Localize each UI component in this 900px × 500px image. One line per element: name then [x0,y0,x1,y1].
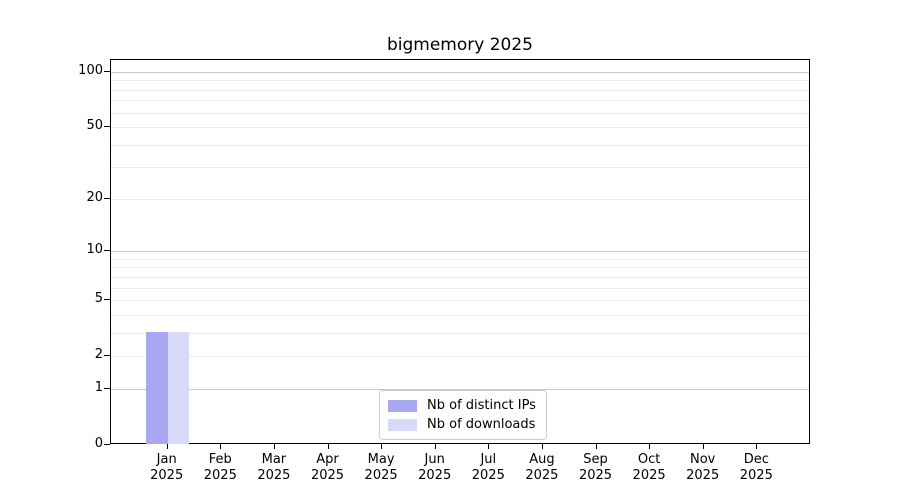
x-tick-label-dec: Dec 2025 [739,452,773,483]
gridline-minor [111,356,809,358]
legend-swatch-distinct-ips [388,399,417,412]
y-tick-mark [104,197,110,200]
gridline-minor [111,300,809,302]
x-tick-mark [541,444,544,449]
y-tick-mark [104,299,110,301]
x-tick-label-nov: Nov 2025 [686,452,720,483]
x-tick-label-sep: Sep 2025 [578,452,613,483]
y-tick-mark [104,250,110,252]
legend-item-downloads: Nb of downloads [388,415,536,434]
legend-label-downloads: Nb of downloads [427,417,536,432]
gridline-minor [111,332,809,334]
x-tick-label-may: May 2025 [364,452,398,483]
bar-jan-series-0 [146,331,168,444]
chart-title: bigmemory 2025 [386,35,533,55]
y-tick-mark [104,444,110,446]
gridline-major [111,389,809,390]
x-tick-mark [702,444,704,449]
x-tick-mark [273,444,276,449]
x-tick-mark [381,444,383,449]
y-tick-label-2: 2 [94,347,103,363]
gridline-minor [111,267,809,269]
y-tick-label-100: 100 [78,62,103,78]
gridline-minor [111,112,809,114]
x-tick-mark [649,444,651,449]
gridline-minor [111,167,809,169]
x-tick-mark [220,444,222,449]
y-tick-label-50: 50 [86,118,103,134]
x-tick-mark [166,444,168,449]
x-tick-mark [756,444,758,449]
y-tick-mark [104,70,110,73]
gridline-minor [111,287,809,289]
gridline-minor [111,314,809,316]
gridline-minor [111,276,809,278]
gridline-major [111,251,809,253]
y-tick-label-0: 0 [94,436,103,451]
gridline-minor [111,144,809,146]
y-tick-mark [104,355,110,357]
x-tick-label-feb: Feb 2025 [203,452,237,483]
gridline-minor [111,198,809,200]
legend-label-distinct-ips: Nb of distinct IPs [427,398,536,413]
legend: Nb of distinct IPs Nb of downloads [379,390,547,440]
x-tick-mark [434,444,436,449]
gridline-minor [111,100,809,102]
gridline-minor [111,89,809,91]
y-tick-label-1: 1 [94,380,103,395]
gridline-major [111,71,809,73]
gridline-minor [111,80,809,82]
x-tick-label-mar: Mar 2025 [257,452,291,483]
plot-area: Nb of distinct IPs Nb of downloads [110,59,810,444]
x-tick-mark [327,444,329,449]
gridline-minor [111,127,809,129]
y-tick-label-10: 10 [86,242,103,258]
y-tick-label-5: 5 [94,291,103,307]
y-tick-mark [104,126,110,128]
y-tick-label-20: 20 [86,189,103,205]
y-tick-mark [104,388,110,390]
x-tick-label-oct: Oct 2025 [632,452,666,483]
x-tick-mark [595,444,597,449]
x-tick-label-apr: Apr 2025 [310,452,345,483]
bar-jan-series-1 [167,331,190,444]
legend-swatch-downloads [388,418,417,431]
gridline-minor [111,258,809,260]
x-tick-mark [488,444,490,449]
x-tick-label-aug: Aug 2025 [525,452,559,483]
x-tick-label-jul: Jul 2025 [471,452,505,483]
x-tick-label-jun: Jun 2025 [418,452,452,483]
legend-item-distinct-ips: Nb of distinct IPs [388,396,536,415]
x-tick-label-jan: Jan 2025 [150,452,184,483]
